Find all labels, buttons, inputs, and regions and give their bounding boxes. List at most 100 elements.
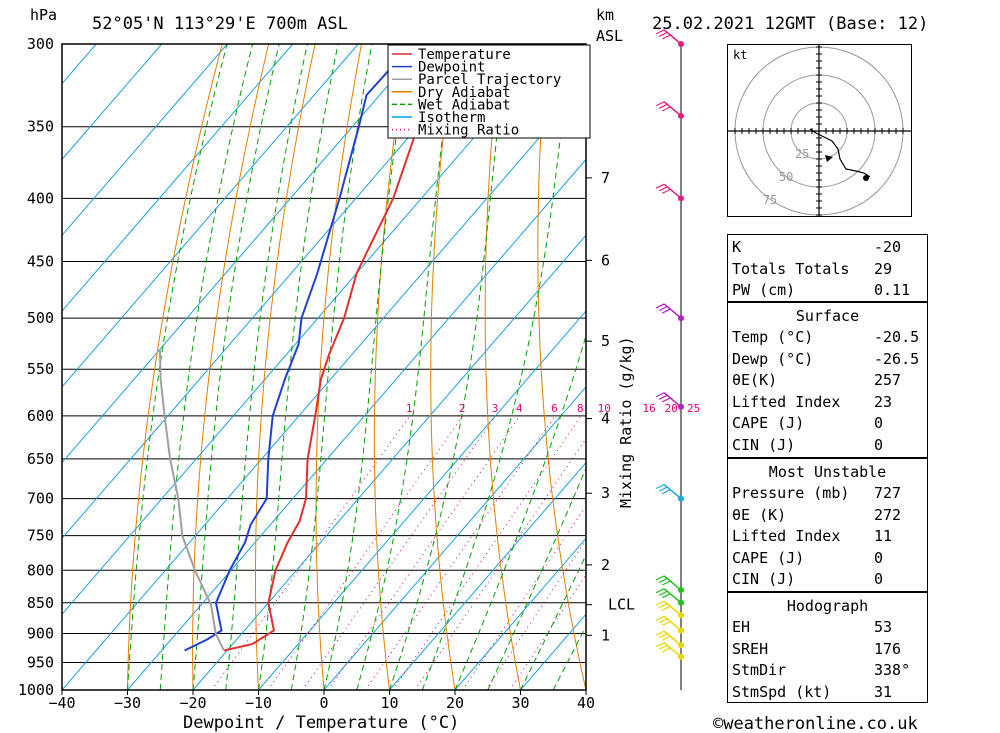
mixing-ratio-line: [364, 415, 556, 690]
legend-label-dewpoint: Dewpoint: [418, 60, 485, 76]
wet-adiabat-line: [258, 44, 339, 690]
temperature-tick-label: 40: [577, 694, 595, 712]
dry-adiabat-line: [919, 44, 1000, 690]
wind-barb-feather: [658, 394, 668, 400]
isotherm-line: [62, 44, 425, 464]
pressure-tick-label: 700: [27, 490, 54, 508]
mixing-ratio-label: 10: [598, 402, 611, 415]
index-row: PW (cm) 0.11: [728, 280, 927, 301]
wind-barb-feather: [662, 106, 671, 112]
index-label: SREH: [732, 639, 769, 658]
wind-barb-feather: [658, 186, 668, 192]
pressure-tick-label: 1000: [18, 681, 54, 699]
wind-barb-feather: [655, 483, 665, 490]
index-value: 0: [874, 414, 884, 433]
wind-barb-feather: [655, 29, 665, 35]
index-label: EH: [732, 618, 751, 636]
index-row: CAPE (J) 0: [728, 413, 927, 434]
wet-adiabat-line: [159, 44, 254, 690]
pressure-tick-label: 500: [27, 309, 54, 327]
index-value: -20: [874, 238, 902, 256]
index-value: 176: [874, 639, 902, 658]
index-row: Lifted Index 23: [728, 392, 927, 413]
isotherm-line: [62, 82, 586, 690]
dewpoint-line: [184, 44, 414, 652]
index-row: StmDir 338°: [728, 660, 927, 681]
hodograph-ring-label: 50: [779, 170, 793, 184]
mixing-ratio-line: [327, 415, 521, 690]
dry-adiabat-line: [255, 44, 316, 690]
temperature-tick-label: 0: [319, 694, 328, 712]
wind-barb-feather: [662, 593, 671, 599]
index-value: 23: [874, 392, 893, 411]
legend-box: [387, 44, 591, 139]
km-tick-label: 6: [601, 251, 610, 269]
index-value: 31: [874, 682, 893, 701]
isotherm-line: [323, 386, 586, 690]
legend-label-parcel-trajectory: Parcel Trajectory: [418, 72, 561, 88]
km-tick-label: 5: [601, 332, 610, 350]
mixing-ratio-label: 8: [577, 402, 584, 415]
index-row: Dewp (°C) -26.5: [728, 349, 927, 370]
index-row: CAPE (J) 0: [728, 548, 927, 569]
wet-adiabat-line: [389, 44, 508, 690]
mixing-ratio-line: [462, 505, 586, 690]
index-label: Temp (°C): [732, 328, 814, 346]
dry-adiabat-line: [965, 44, 1000, 690]
surface-title: Surface: [795, 307, 860, 325]
index-label: StmSpd (kt): [732, 682, 832, 701]
wind-barb: [655, 303, 682, 319]
wet-adiabat-line: [421, 44, 572, 690]
temperature-tick-label: 10: [380, 694, 398, 712]
pressure-tick-label: 600: [27, 407, 54, 425]
wind-barb-feather: [658, 31, 668, 37]
wind-barb: [655, 615, 682, 632]
index-label: StmDir: [732, 661, 787, 680]
hodograph-indices-panel: Hodograph EH 53 SREH 176 StmDir 338° StmSpd (k…: [727, 592, 928, 703]
index-value: 53: [874, 618, 893, 636]
wind-barb-feather: [658, 305, 668, 312]
wind-barb-feather: [658, 644, 668, 650]
x-axis-title: Dewpoint / Temperature (°C): [183, 713, 459, 733]
index-value: 0: [874, 570, 884, 589]
wind-barb: [655, 575, 682, 591]
index-value: 29: [874, 259, 893, 278]
temperature-line: [223, 44, 471, 652]
km-tick-label: 1: [601, 626, 610, 644]
index-row: Lifted Index 11: [728, 526, 927, 547]
pressure-tick-label: 350: [27, 118, 54, 136]
copyright-label: ©weatheronline.co.uk: [713, 714, 918, 733]
wet-adiabat-line: [290, 44, 373, 690]
legend-label-dry-adiabat: Dry Adiabat: [418, 85, 511, 101]
mixing-ratio-line: [414, 437, 586, 690]
hodograph-trace: [809, 128, 871, 178]
wet-adiabat-line: [520, 553, 586, 690]
mixing-ratio-label: 20: [665, 402, 678, 415]
index-row: CIN (J) 0: [728, 569, 927, 590]
index-label: Pressure (mb): [732, 484, 850, 502]
parcel-trajectory-line: [158, 349, 225, 651]
legend-label-isotherm: Isotherm: [418, 110, 485, 126]
wind-barb-feather: [658, 603, 668, 609]
km-label: km: [596, 6, 614, 24]
dry-adiabat-line: [127, 44, 223, 690]
index-value: -26.5: [874, 349, 920, 368]
wind-barb: [655, 392, 682, 408]
mixing-ratio-axis-title: Mixing Ratio (g/kg): [617, 336, 635, 508]
mixing-ratio-label: 25: [687, 402, 700, 415]
lcl-label: LCL: [608, 596, 635, 614]
wind-barb-feather: [662, 397, 671, 403]
mixing-ratio-line: [302, 415, 497, 690]
wind-barb-feather: [662, 620, 671, 627]
mixing-ratio-line: [509, 573, 586, 690]
index-value: 257: [874, 371, 902, 390]
pressure-tick-label: 400: [27, 189, 54, 207]
mixing-ratio-label: 16: [643, 402, 656, 415]
isotherm-line: [389, 461, 586, 690]
index-label: K: [732, 238, 742, 256]
temperature-tick-label: 30: [511, 694, 529, 712]
index-label: θE (K): [732, 505, 787, 524]
index-label: θE(K): [732, 371, 778, 390]
isotherm-line: [62, 44, 228, 237]
wind-barb-feather: [662, 635, 671, 641]
